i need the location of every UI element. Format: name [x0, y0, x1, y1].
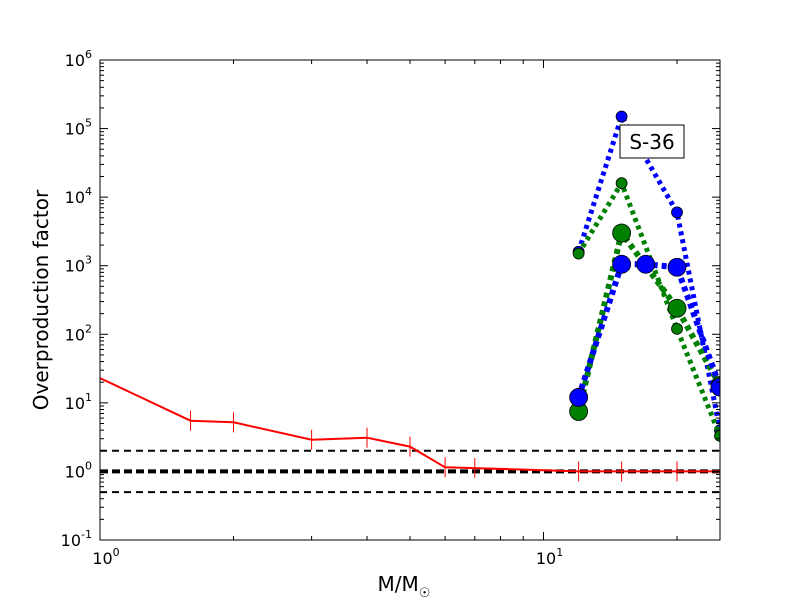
series-4-point-0 — [569, 388, 589, 407]
y-tick-label-4: 103 — [65, 254, 92, 276]
y-tick-exp-6: 5 — [85, 117, 92, 130]
x-tick-exp-0: 0 — [113, 546, 120, 559]
plot-area — [100, 60, 720, 540]
series-4-point-3 — [667, 257, 687, 277]
y-tick-base-7: 10 — [65, 51, 85, 70]
y-tick-exp-0: -1 — [81, 528, 92, 541]
series-2-point-0 — [572, 247, 585, 260]
y-tick-base-5: 10 — [65, 188, 85, 207]
y-tick-exp-7: 6 — [85, 48, 92, 61]
x-axis-title-main: M/M — [378, 572, 419, 596]
y-tick-exp-1: 0 — [85, 459, 92, 472]
series-0-line — [100, 377, 720, 473]
y-tick-label-1: 100 — [65, 459, 92, 481]
y-tick-exp-4: 3 — [85, 254, 92, 267]
y-tick-exp-3: 2 — [85, 322, 92, 335]
series-2-point-1 — [615, 177, 628, 190]
series-4-point-1 — [612, 254, 632, 274]
y-tick-label-0: 10-1 — [61, 528, 92, 550]
x-axis-title: M/M☉ — [378, 572, 431, 600]
series-1-point-2 — [671, 206, 683, 219]
y-tick-base-3: 10 — [65, 325, 85, 344]
series-3-point-2 — [667, 298, 687, 318]
x-tick-base-0: 10 — [92, 549, 112, 568]
series-3-point-1 — [612, 223, 632, 243]
x-tick-label-1: 101 — [536, 546, 563, 568]
y-axis-title: Overproduction factor — [29, 189, 53, 410]
y-tick-base-4: 10 — [65, 257, 85, 276]
y-tick-base-6: 10 — [65, 120, 85, 139]
x-tick-base-1: 10 — [536, 549, 556, 568]
y-tick-label-3: 102 — [65, 322, 92, 344]
x-axis-title-subscript: ☉ — [419, 586, 431, 600]
y-tick-label-2: 101 — [65, 391, 92, 413]
series-1-point-1 — [615, 110, 628, 123]
y-tick-exp-2: 1 — [85, 391, 92, 404]
y-tick-base-1: 10 — [65, 462, 85, 481]
annotation-box: S-36 — [619, 124, 685, 159]
series-3-line — [575, 226, 720, 413]
y-tick-label-7: 106 — [65, 48, 92, 70]
x-tick-label-0: 100 — [92, 546, 119, 568]
y-tick-label-5: 104 — [65, 185, 92, 207]
series-4-point-2 — [636, 254, 656, 274]
y-tick-base-2: 10 — [65, 394, 85, 413]
x-tick-exp-1: 1 — [556, 546, 563, 559]
y-tick-label-6: 105 — [65, 117, 92, 139]
annotation-frame — [619, 124, 685, 159]
annotation-label: S-36 — [629, 130, 674, 154]
y-tick-base-0: 10 — [61, 531, 81, 550]
y-tick-exp-5: 4 — [85, 185, 92, 198]
series-2-point-2 — [671, 322, 683, 335]
